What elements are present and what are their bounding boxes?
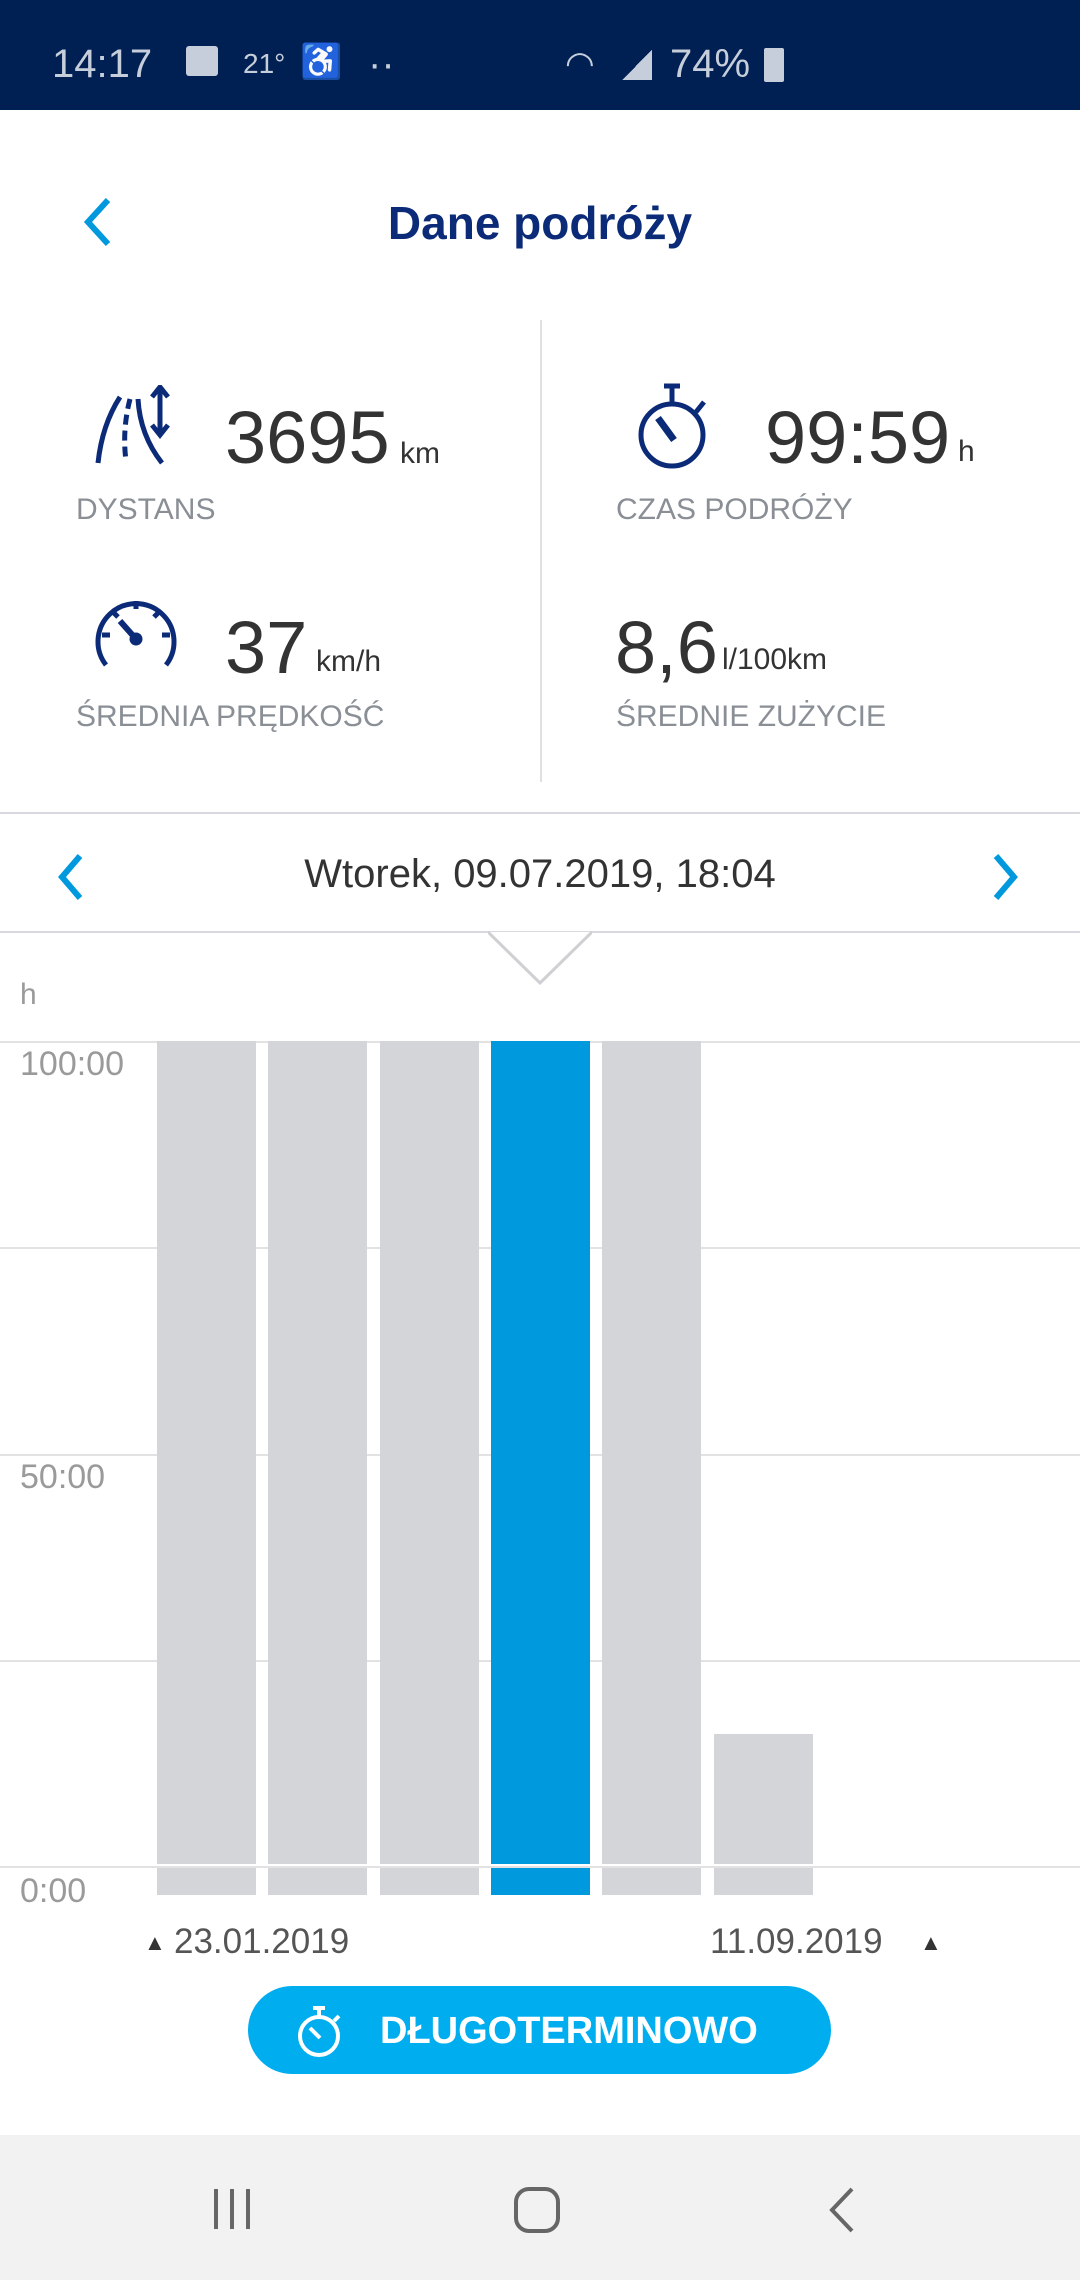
y-tick-label: 50:00 [20,1458,106,1496]
travel-time-unit: h [958,435,975,468]
signal-icon [622,50,652,80]
bar-base[interactable] [602,1868,702,1895]
bar-base[interactable] [157,1868,256,1895]
distance-unit: km [400,437,440,470]
back-button[interactable] [78,196,118,248]
status-temperature: 21° [243,48,286,79]
status-more-icon: ·· [368,42,395,86]
avg-speed-value: 37 [225,606,308,689]
bar-base[interactable] [490,1868,590,1895]
stats-divider [540,320,542,782]
distance-label: DYSTANS [76,493,216,526]
date-label: Wtorek, 09.07.2019, 18:04 [304,852,776,896]
bar[interactable] [157,1041,256,1864]
page-title: Dane podróży [387,197,693,249]
avg-consumption-label: ŚREDNIE ZUŻYCIE [616,700,887,733]
bar-base[interactable] [713,1868,813,1895]
accessibility-icon: ♿ [300,43,343,81]
wifi-icon: ◠ [565,45,595,83]
start-marker-icon: ▲ [144,1930,166,1955]
system-back-button[interactable] [824,2185,860,2235]
gridline [0,1866,1080,1868]
travel-time-label: CZAS PODRÓŻY [616,493,853,526]
bar[interactable] [268,1041,368,1864]
battery-percent: 74% [670,42,751,86]
travel-time-value: 99:59 [765,396,951,479]
distance-value: 3695 [225,396,390,479]
start-date-label: 23.01.2019 [174,1922,350,1961]
long-term-button[interactable]: DŁUGOTERMINOWO [248,1986,831,2074]
y-tick-label: 0:00 [20,1872,87,1910]
bar[interactable] [602,1041,702,1864]
battery-icon [764,48,784,82]
bar[interactable] [379,1041,479,1864]
divider [0,812,1080,814]
next-date-button[interactable] [984,852,1024,902]
bar[interactable] [713,1734,813,1864]
home-button[interactable] [512,2185,562,2235]
avg-consumption-value: 8,6 [615,606,718,689]
avg-consumption-unit: l/100km [722,643,828,676]
end-date-label: 11.09.2019 [710,1922,883,1961]
y-axis-label: h [20,978,37,1011]
long-term-button-label: DŁUGOTERMINOWO [380,2010,758,2052]
road-distance-icon [95,385,170,465]
bar[interactable] [490,1041,590,1864]
bar-base[interactable] [379,1868,479,1895]
stopwatch-icon [638,383,706,469]
avg-speed-unit: km/h [316,645,382,678]
selection-pointer [488,931,592,986]
status-bar: 14:17 21° ♿ ·· ◠ 74% [0,0,1080,110]
previous-date-button[interactable] [52,852,92,902]
end-marker-icon: ▲ [920,1930,942,1955]
speedometer-icon [95,601,177,667]
avg-speed-label: ŚREDNIA PRĘDKOŚĆ [76,700,385,733]
system-nav-bar [0,2135,1080,2280]
stopwatch-icon [298,2006,341,2057]
status-time: 14:17 [52,42,153,86]
bar-base[interactable] [268,1868,368,1895]
recent-apps-button[interactable] [210,2187,256,2231]
gallery-icon [186,46,218,76]
y-tick-label: 100:00 [20,1045,124,1083]
